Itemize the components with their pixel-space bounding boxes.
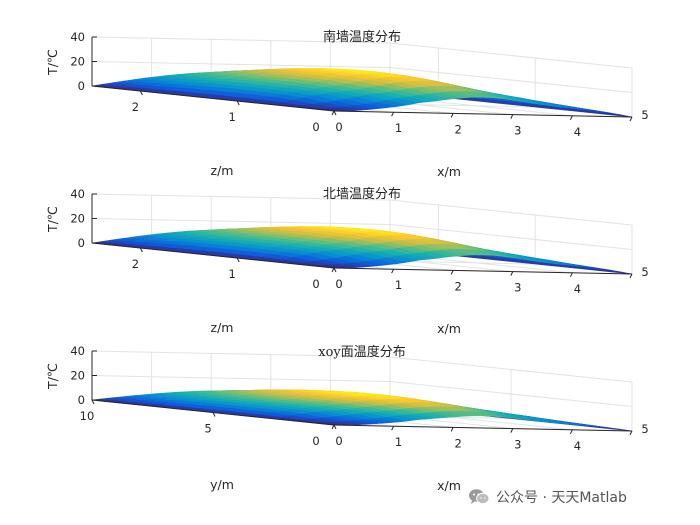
x-tick [450,113,454,118]
x-tick [569,429,573,435]
z-tick-label: 40 [70,30,85,44]
x-tick [450,270,454,275]
x-axis-label: x/m [437,321,461,336]
x-tick-label: 2 [455,279,462,293]
subplot-title: xoy面温度分布 [318,344,406,360]
z-axis-label: T/℃ [45,49,60,76]
x-tick-label: 1 [395,121,402,135]
y-axis-label: z/m [211,320,234,335]
z-tick-label: 20 [70,369,85,383]
z-tick-label: 0 [78,393,85,407]
x-tick [391,425,395,431]
surface [91,226,633,275]
x-tick [331,110,335,116]
x-tick-label: 4 [574,125,581,139]
z-axis-label: T/℃ [45,363,60,390]
surface [91,389,633,432]
subplot-2: 0 20 40 0 1 2 3 4 5 0 1 2 北墙温度分布 T/℃ z/m x/m [45,186,649,336]
x-tick-label: 5 [641,422,648,436]
x-axis-label: x/m [437,164,461,179]
z-tick-label: 40 [70,344,85,358]
subplot-3: 0 20 40 0 1 2 3 4 5 0 5 10 xoy面温度分布 T/℃ y/m x/m [45,344,649,493]
x-tick [331,267,335,273]
x-tick [391,268,395,274]
x-axis-line [333,267,633,275]
y-tick [212,412,216,417]
y-tick-label: 1 [229,110,236,124]
x-tick-label: 5 [641,108,648,122]
y-tick-label: 1 [229,267,236,281]
x-tick [569,272,573,278]
y-tick [139,247,143,253]
x-tick-label: 3 [514,438,521,452]
x-tick [331,424,335,430]
y-tick [236,100,240,106]
subplot-1: 0 20 40 0 1 2 3 4 5 0 1 2 南墙温度分布 T/℃ z/m x/m [45,29,649,179]
y-tick [333,267,337,273]
y-tick-label: 5 [204,422,211,436]
watermark: 公众号 · 天天Matlab [468,486,627,508]
x-axis-line [333,424,633,432]
z-tick-label: 20 [70,55,85,69]
y-tick [333,424,337,430]
x-tick-label: 1 [395,435,402,449]
x-tick-label: 0 [335,434,342,448]
z-tick-label: 0 [78,79,85,93]
y-tick-label: 2 [132,100,139,114]
x-tick [510,428,514,433]
y-axis-label: z/m [211,163,234,178]
x-tick-label: 3 [514,281,521,295]
y-axis-line [91,85,335,112]
y-tick-label: 2 [132,257,139,271]
x-tick-label: 1 [395,278,402,292]
z-axis-label: T/℃ [45,206,60,233]
watermark-text: 公众号 · 天天Matlab [496,490,627,506]
subplot-title: 北墙温度分布 [323,186,401,202]
x-tick [629,116,633,122]
x-axis-line [333,110,633,118]
x-tick-label: 4 [574,282,581,296]
x-tick-label: 0 [335,277,342,291]
z-tick-label: 40 [70,187,85,201]
surface-patch [601,269,633,275]
x-tick [629,273,633,279]
z-tick-label: 20 [70,212,85,226]
x-tick-label: 5 [641,265,648,279]
y-axis-line [91,242,335,269]
x-tick-label: 2 [455,122,462,136]
x-tick [391,111,395,117]
y-tick [91,399,95,405]
surface-patch [601,112,633,118]
x-tick-label: 0 [335,120,342,134]
x-axis-label: x/m [437,478,461,493]
x-tick [629,430,633,436]
y-axis-label: y/m [210,477,234,492]
x-tick [569,115,573,121]
x-tick-label: 4 [574,439,581,453]
y-tick-label: 10 [80,409,95,423]
x-tick [510,114,514,119]
surface [91,68,633,118]
y-tick-label: 0 [312,434,319,448]
y-tick [139,90,143,96]
x-tick [450,427,454,432]
y-tick [333,110,337,116]
subplot-title: 南墙温度分布 [323,29,401,45]
x-tick [510,271,514,276]
y-tick-label: 0 [312,277,319,291]
y-tick [236,257,240,263]
x-tick-label: 2 [455,436,462,450]
y-tick-label: 0 [312,120,319,134]
x-tick-label: 3 [514,124,521,138]
wechat-icon [469,489,490,505]
z-tick-label: 0 [78,236,85,250]
